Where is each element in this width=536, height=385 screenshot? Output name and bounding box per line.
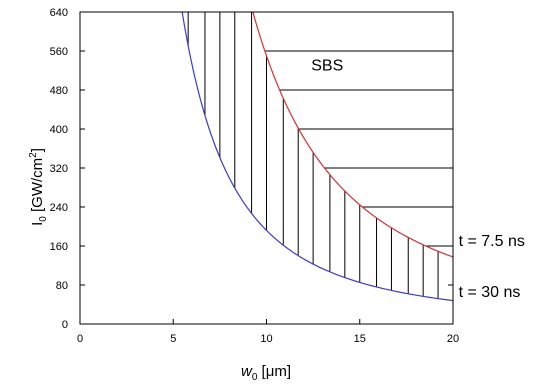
y-tick-label: 0 (62, 319, 68, 331)
y-axis-title: I0 [GW/cm2] (28, 148, 49, 226)
y-tick-label: 80 (56, 280, 68, 292)
x-tick-label: 0 (77, 333, 83, 345)
x-tick-label: 20 (447, 333, 459, 345)
y-tick-label: 240 (50, 202, 68, 214)
axis-ticks: 0 5 10 15 20 0 80 160 240 320 400 480 560 640 (50, 7, 459, 345)
y-tick-label: 160 (50, 241, 68, 253)
x-tick-label: 15 (354, 333, 366, 345)
x-tick-label: 10 (260, 333, 272, 345)
curve-label-30ns: t = 30 ns (459, 284, 521, 301)
series-line-7-5ns (252, 11, 454, 258)
y-tick-label: 400 (50, 124, 68, 136)
curve-label-7-5ns: t = 7.5 ns (459, 233, 525, 250)
x-axis-title: w0 [μm] (241, 363, 291, 383)
y-tick-label: 560 (50, 46, 68, 58)
hatch-region (187, 12, 453, 299)
curves (181, 11, 454, 302)
y-tick-label: 480 (50, 85, 68, 97)
x-tick-label: 5 (170, 333, 176, 345)
y-tick-label: 320 (50, 163, 68, 175)
region-label-sbs: SBS (311, 58, 343, 75)
series-line-30ns (181, 12, 454, 302)
y-tick-label: 640 (50, 7, 68, 19)
annotations: SBS t = 7.5 ns t = 30 ns (311, 58, 525, 302)
